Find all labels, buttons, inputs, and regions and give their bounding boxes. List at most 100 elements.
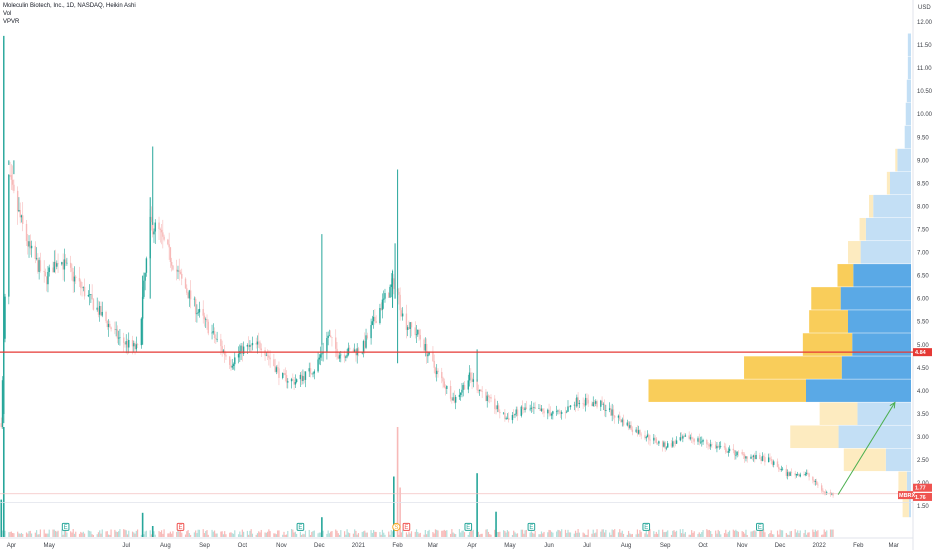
candle-body	[555, 411, 558, 412]
y-tick-label: 5.50	[917, 320, 929, 326]
candle-body	[181, 273, 183, 279]
candle-body	[461, 389, 463, 393]
volume-bar	[511, 534, 514, 537]
candle-body	[427, 354, 429, 357]
candle-body	[769, 457, 771, 460]
volume-bar	[593, 533, 596, 537]
candle-body	[761, 456, 764, 461]
x-tick-label: Oct	[698, 543, 708, 549]
candle-body	[101, 311, 103, 316]
volume-bar	[266, 531, 269, 537]
candle-body	[576, 397, 578, 407]
candle-body	[27, 241, 29, 247]
volume-bar	[356, 534, 358, 537]
volume-bar	[349, 533, 351, 537]
candle-body	[37, 258, 39, 272]
candle-body	[25, 223, 28, 242]
candle-body	[337, 356, 339, 359]
volume-bar	[380, 534, 382, 537]
candle-body	[194, 298, 197, 315]
volume-bar	[249, 530, 251, 537]
candle-body	[383, 298, 385, 300]
candle-body	[53, 261, 55, 273]
volume-bar	[12, 532, 14, 537]
candle-body	[308, 368, 310, 372]
volume-bar	[72, 529, 74, 537]
candle-body	[329, 335, 332, 338]
candle-body	[144, 272, 146, 281]
volume-bar	[195, 530, 197, 537]
volume-profile-down-bar	[837, 264, 854, 287]
volume-bar	[472, 529, 474, 537]
volume-bar	[343, 531, 346, 537]
volume-bar	[373, 530, 375, 537]
volume-bar	[211, 529, 213, 537]
vpvr-indicator-label[interactable]: VPVR	[3, 19, 20, 25]
volume-profile-down-bar	[895, 148, 898, 172]
candle-body	[4, 296, 6, 339]
volume-bar	[520, 529, 522, 537]
candle-body	[534, 407, 536, 409]
volume-bar	[309, 534, 312, 537]
candle-body	[593, 402, 596, 404]
candle-body	[621, 419, 623, 423]
volume-bar	[153, 531, 155, 537]
volume-bar	[450, 533, 452, 537]
volume-indicator-label[interactable]: Vol	[3, 11, 12, 17]
volume-bar	[662, 529, 664, 537]
candle-body	[319, 354, 322, 358]
candle-body	[125, 341, 127, 345]
candle-body	[83, 286, 86, 297]
candle-body	[16, 190, 19, 212]
candle-body	[417, 329, 419, 335]
candle-body	[737, 451, 740, 453]
candle-body	[583, 403, 586, 406]
candle-body	[742, 454, 745, 455]
candle-body	[617, 415, 620, 418]
candle-body	[52, 267, 54, 273]
y-tick-label: 10.50	[917, 89, 932, 95]
volume-bar	[362, 531, 365, 537]
volume-profile-up-bar	[885, 448, 911, 472]
volume-bar	[667, 530, 669, 537]
symbol-title[interactable]: Moleculin Biotech, Inc., 1D, NASDAQ, Hei…	[3, 3, 136, 9]
candle-body	[82, 286, 85, 288]
candle-body	[776, 461, 779, 467]
candle-body	[213, 331, 216, 339]
volume-bar	[639, 530, 641, 537]
volume-bar	[462, 530, 464, 537]
volume-bar	[222, 534, 225, 537]
candle-body	[458, 394, 461, 397]
earnings-event-marker	[642, 522, 651, 531]
candle-body	[266, 354, 269, 356]
time-axis[interactable]: Apr May Jul Aug Sep Oct Nov Dec 2021 Feb Mar Apr May…	[7, 543, 899, 549]
candle-body	[176, 269, 178, 272]
candle-body	[331, 337, 333, 338]
candle-body	[815, 481, 818, 485]
volume-bar	[635, 534, 637, 537]
candle-body	[295, 379, 298, 383]
volume-bar	[644, 533, 646, 537]
volume-bar	[822, 534, 824, 537]
candle-body	[496, 405, 499, 410]
volume-bar	[389, 534, 391, 537]
candle-body	[626, 422, 629, 426]
price-axis[interactable]: USD1.502.002.503.003.504.004.505.005.506…	[898, 5, 932, 510]
volume-bar	[471, 530, 473, 537]
volume-bar	[159, 531, 161, 537]
candle-body	[163, 236, 165, 240]
volume-bar	[708, 529, 710, 537]
current-price-tag-text: 1.77	[915, 486, 926, 492]
volume-bar	[453, 533, 455, 537]
volume-bar	[179, 530, 182, 537]
candle-body	[152, 222, 154, 235]
candle-body	[299, 374, 302, 380]
candle-body	[602, 404, 605, 405]
event-marker-label: E	[644, 525, 648, 531]
candle-body	[433, 360, 435, 368]
volume-bar	[216, 533, 218, 537]
candle-body	[824, 491, 827, 493]
candle-body	[75, 276, 77, 279]
candle-body	[345, 356, 347, 358]
